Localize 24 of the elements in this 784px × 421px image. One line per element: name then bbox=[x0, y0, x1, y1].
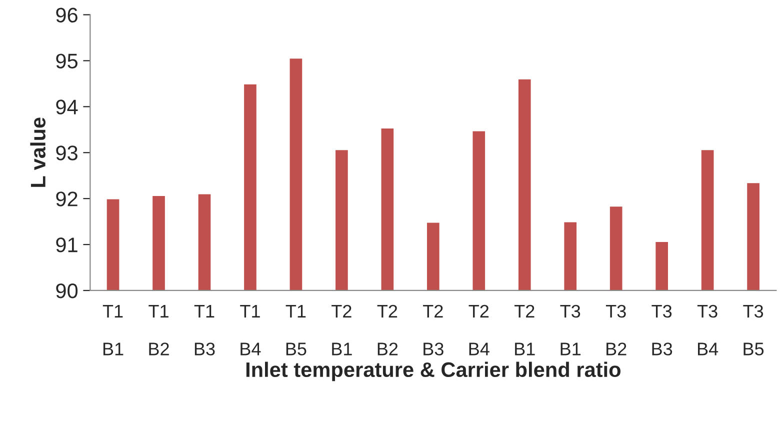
category-label: T3 B3 bbox=[652, 304, 672, 356]
category-label: T1 B2 bbox=[148, 305, 169, 356]
y-axis-title: L value bbox=[30, 118, 46, 187]
category-label: T1 B1 bbox=[102, 305, 124, 356]
category-label: T3 B2 bbox=[606, 304, 626, 356]
category-label: T1 B3 bbox=[194, 305, 215, 356]
category-label: T1 B5 bbox=[286, 305, 306, 356]
y-tick-label: 96 bbox=[56, 8, 78, 22]
y-tick-label: 93 bbox=[56, 146, 78, 160]
x-axis-title: Inlet temperature & Carrier blend ratio bbox=[246, 362, 620, 382]
category-label: T2 B3 bbox=[423, 304, 444, 356]
y-tick-label: 91 bbox=[56, 238, 78, 252]
category-label: T2 B1 bbox=[514, 304, 535, 356]
category-label: T3 B5 bbox=[743, 304, 764, 356]
category-label: T3 B1 bbox=[560, 304, 581, 356]
category-label: T2 B4 bbox=[468, 304, 490, 356]
y-tick-label: 95 bbox=[56, 54, 78, 68]
y-tick-label: 94 bbox=[56, 100, 78, 114]
y-tick-label: 90 bbox=[56, 283, 78, 298]
category-label: T2 B2 bbox=[377, 304, 398, 356]
y-tick-label: 92 bbox=[56, 192, 78, 206]
category-label: T3 B4 bbox=[697, 304, 718, 356]
category-label: T2 B1 bbox=[332, 304, 352, 356]
category-label: T1 B4 bbox=[240, 305, 261, 356]
